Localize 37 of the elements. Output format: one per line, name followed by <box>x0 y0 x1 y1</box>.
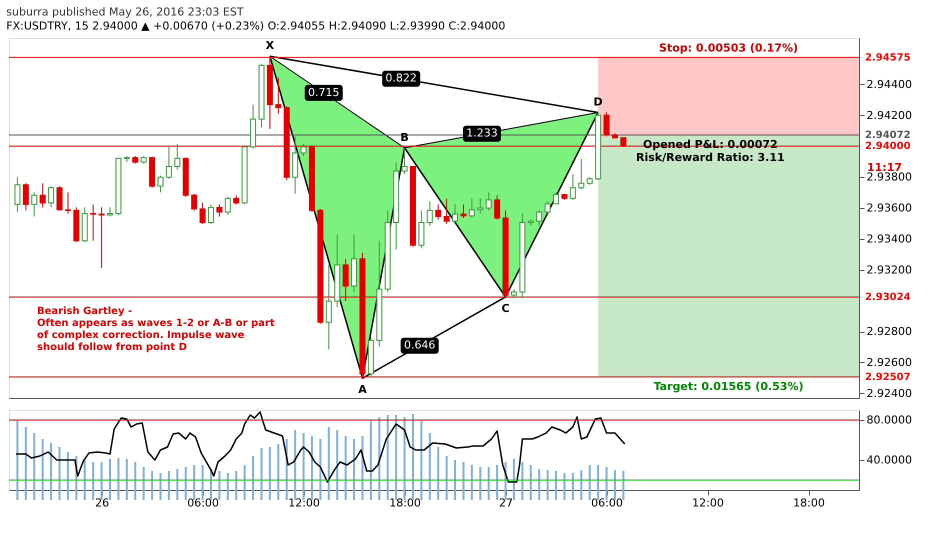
annotation: 0.646 <box>404 338 436 352</box>
ref-line-label: 2.94575 <box>865 52 911 64</box>
ref-line-label: 2.93024 <box>865 292 911 303</box>
y-tick-label: 40.0000 <box>866 454 912 466</box>
y-tick-label: 2.92600 <box>866 356 912 369</box>
ref-line-label: 2.94072 <box>865 130 911 142</box>
chart-subtitle: FX:USDTRY, 15 2.94000 ▲ +0.00670 (+0.23%) O:2.94055 H:2.94090 L:2.93990 C:2.94000 <box>6 19 506 32</box>
y-tick-label: 2.93400 <box>866 232 912 246</box>
x-tick-label: 06:00 <box>187 496 219 510</box>
y-tick-label: 2.93800 <box>866 170 912 184</box>
annotation: X <box>266 39 275 52</box>
annotation: 0.715 <box>308 86 340 99</box>
ref-line-label: 2.92507 <box>865 372 911 383</box>
x-tick-label: 06:00 <box>591 496 623 510</box>
x-tick-label: 27 <box>499 496 514 510</box>
band-label: Stop: 0.00503 (0.17%) <box>659 41 798 54</box>
x-tick-label: 26 <box>95 496 110 510</box>
y-tick-label: 2.94200 <box>866 108 912 122</box>
y-tick-label: 2.92400 <box>866 386 912 400</box>
x-tick-label: 12:00 <box>692 496 724 510</box>
y-tick-label: 2.94400 <box>866 78 912 91</box>
ref-line-label: 2.94000 <box>865 141 911 152</box>
x-tick-label: 18:00 <box>793 496 825 510</box>
y-tick-label: 80.0000 <box>866 414 912 426</box>
y-tick-label: 2.93200 <box>866 263 912 276</box>
annotation: 0.822 <box>385 72 417 85</box>
chart-title: suburra published May 26, 2016 23:03 EST <box>6 5 244 18</box>
band-label: Target: 0.01565 (0.53%) <box>654 380 804 393</box>
x-tick-label: 18:00 <box>389 496 421 510</box>
annotation: Bearish Gartley - Often appears as waves 1-2 or A-B or part of complex correction. Impulse wave should follow from point D <box>37 306 275 353</box>
annotation: 1.233 <box>466 126 498 140</box>
annotation: C <box>501 302 510 315</box>
x-tick-label: 12:00 <box>288 496 320 510</box>
annotation: A <box>358 383 368 396</box>
annotation: D <box>594 95 603 108</box>
y-tick-label: 2.93600 <box>866 201 912 214</box>
y-tick-label: 2.92800 <box>866 325 912 338</box>
